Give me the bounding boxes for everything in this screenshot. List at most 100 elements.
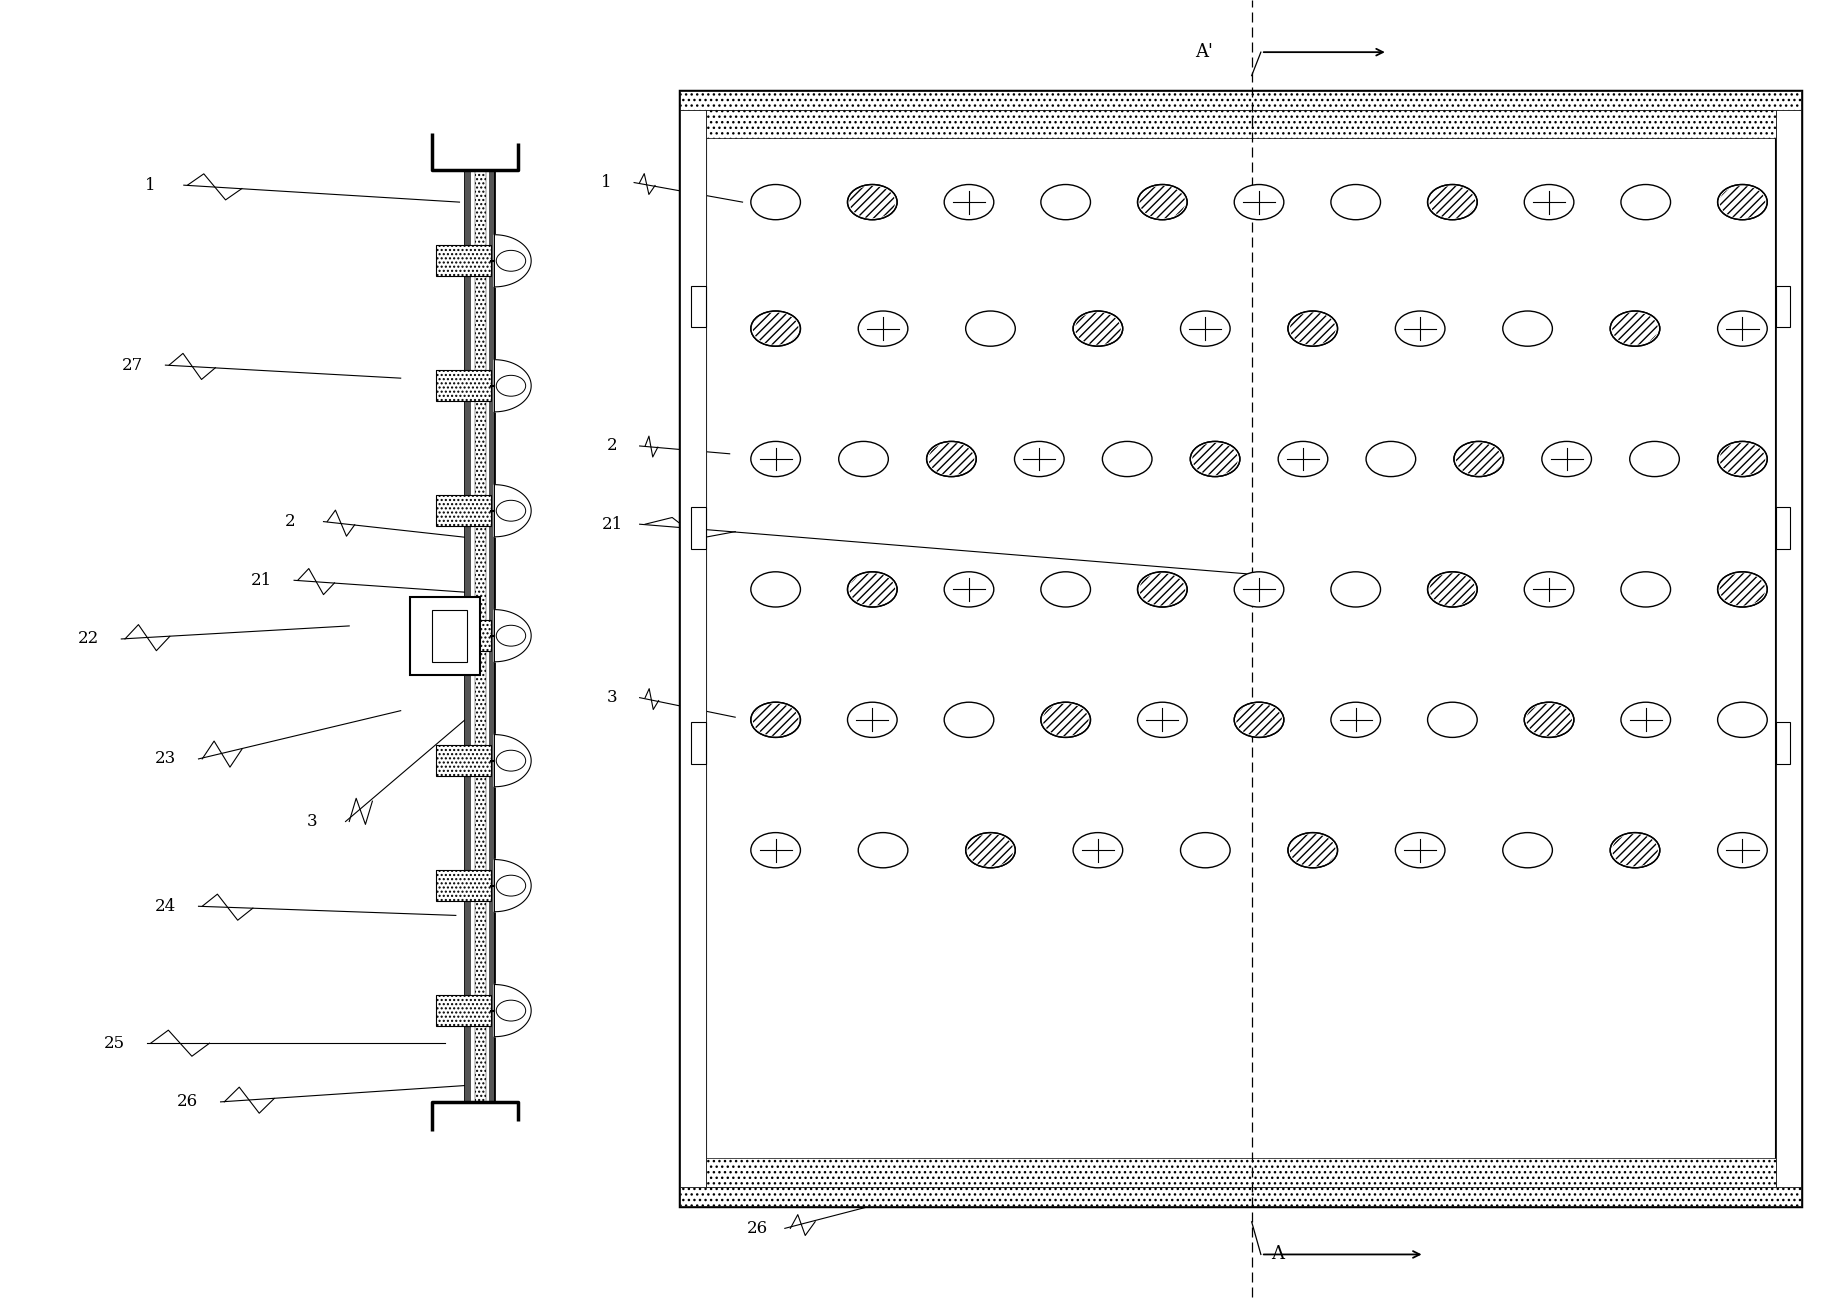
Circle shape xyxy=(1366,441,1415,476)
Text: 22: 22 xyxy=(77,630,99,648)
Circle shape xyxy=(1503,833,1553,868)
Circle shape xyxy=(1180,833,1230,868)
Bar xyxy=(436,245,491,276)
Circle shape xyxy=(1717,833,1768,868)
Circle shape xyxy=(847,571,897,606)
Circle shape xyxy=(1040,571,1090,606)
Circle shape xyxy=(1277,441,1327,476)
Circle shape xyxy=(945,702,994,738)
Bar xyxy=(489,170,494,1102)
Circle shape xyxy=(965,310,1015,346)
Bar xyxy=(436,745,491,776)
Circle shape xyxy=(1621,185,1671,220)
Bar xyxy=(436,870,491,901)
Circle shape xyxy=(1138,702,1187,738)
Text: 23: 23 xyxy=(154,750,176,768)
Polygon shape xyxy=(494,609,531,661)
Circle shape xyxy=(1235,702,1285,738)
Circle shape xyxy=(1235,185,1285,220)
Bar xyxy=(436,370,491,402)
Bar xyxy=(476,170,487,1102)
Circle shape xyxy=(752,833,801,868)
Text: 3: 3 xyxy=(607,689,618,707)
Text: 21: 21 xyxy=(601,515,623,533)
Bar xyxy=(436,496,491,527)
Polygon shape xyxy=(494,235,531,287)
Bar xyxy=(706,1158,1776,1187)
Text: 26: 26 xyxy=(746,1219,768,1237)
Polygon shape xyxy=(494,485,531,537)
Text: 2: 2 xyxy=(607,437,618,455)
Circle shape xyxy=(752,310,801,346)
Bar xyxy=(432,609,467,661)
Bar xyxy=(680,1187,1801,1206)
Text: A: A xyxy=(1270,1245,1285,1264)
Circle shape xyxy=(496,875,526,896)
Circle shape xyxy=(1395,833,1445,868)
Circle shape xyxy=(838,441,888,476)
Circle shape xyxy=(1428,185,1478,220)
Circle shape xyxy=(1454,441,1503,476)
Text: 27: 27 xyxy=(121,356,143,374)
Polygon shape xyxy=(494,734,531,786)
Circle shape xyxy=(1331,702,1380,738)
Bar xyxy=(465,170,471,1102)
Circle shape xyxy=(1235,571,1285,606)
Circle shape xyxy=(496,376,526,396)
Circle shape xyxy=(1524,185,1573,220)
Text: 24: 24 xyxy=(154,897,176,915)
Bar xyxy=(680,110,706,1187)
Bar xyxy=(1776,722,1790,764)
Bar xyxy=(436,995,491,1026)
Circle shape xyxy=(1630,441,1680,476)
Circle shape xyxy=(1073,833,1123,868)
Text: 3: 3 xyxy=(307,812,318,831)
Text: A': A' xyxy=(1195,43,1213,61)
Circle shape xyxy=(847,702,897,738)
Bar xyxy=(691,722,706,764)
Circle shape xyxy=(1717,441,1768,476)
Bar xyxy=(436,245,491,276)
Circle shape xyxy=(496,625,526,645)
Bar xyxy=(465,170,494,1102)
Circle shape xyxy=(1428,702,1478,738)
Circle shape xyxy=(1073,310,1123,346)
Circle shape xyxy=(752,571,801,606)
Circle shape xyxy=(1503,310,1553,346)
Circle shape xyxy=(1015,441,1064,476)
Circle shape xyxy=(496,250,526,271)
Circle shape xyxy=(1103,441,1152,476)
Bar xyxy=(706,110,1776,1187)
Circle shape xyxy=(1331,571,1380,606)
Bar xyxy=(436,370,491,402)
Circle shape xyxy=(1717,310,1768,346)
Circle shape xyxy=(1288,310,1338,346)
Bar xyxy=(1776,110,1801,1187)
Circle shape xyxy=(945,571,994,606)
Bar xyxy=(680,91,1801,110)
Bar xyxy=(436,619,491,651)
Bar xyxy=(1776,507,1790,549)
Bar xyxy=(410,597,480,675)
Polygon shape xyxy=(494,985,531,1037)
Circle shape xyxy=(926,441,976,476)
Circle shape xyxy=(752,441,801,476)
Circle shape xyxy=(752,185,801,220)
Circle shape xyxy=(1040,185,1090,220)
Circle shape xyxy=(1180,310,1230,346)
Circle shape xyxy=(1524,702,1573,738)
Text: 21: 21 xyxy=(250,571,272,589)
Circle shape xyxy=(1610,833,1660,868)
Bar xyxy=(436,870,491,901)
Polygon shape xyxy=(494,859,531,911)
Circle shape xyxy=(1717,571,1768,606)
Circle shape xyxy=(1621,571,1671,606)
Circle shape xyxy=(1138,571,1187,606)
Circle shape xyxy=(1191,441,1241,476)
Circle shape xyxy=(1428,571,1478,606)
Circle shape xyxy=(858,310,908,346)
Circle shape xyxy=(1138,185,1187,220)
Text: 1: 1 xyxy=(601,173,612,192)
Text: 25: 25 xyxy=(103,1034,125,1052)
Bar xyxy=(436,619,491,651)
